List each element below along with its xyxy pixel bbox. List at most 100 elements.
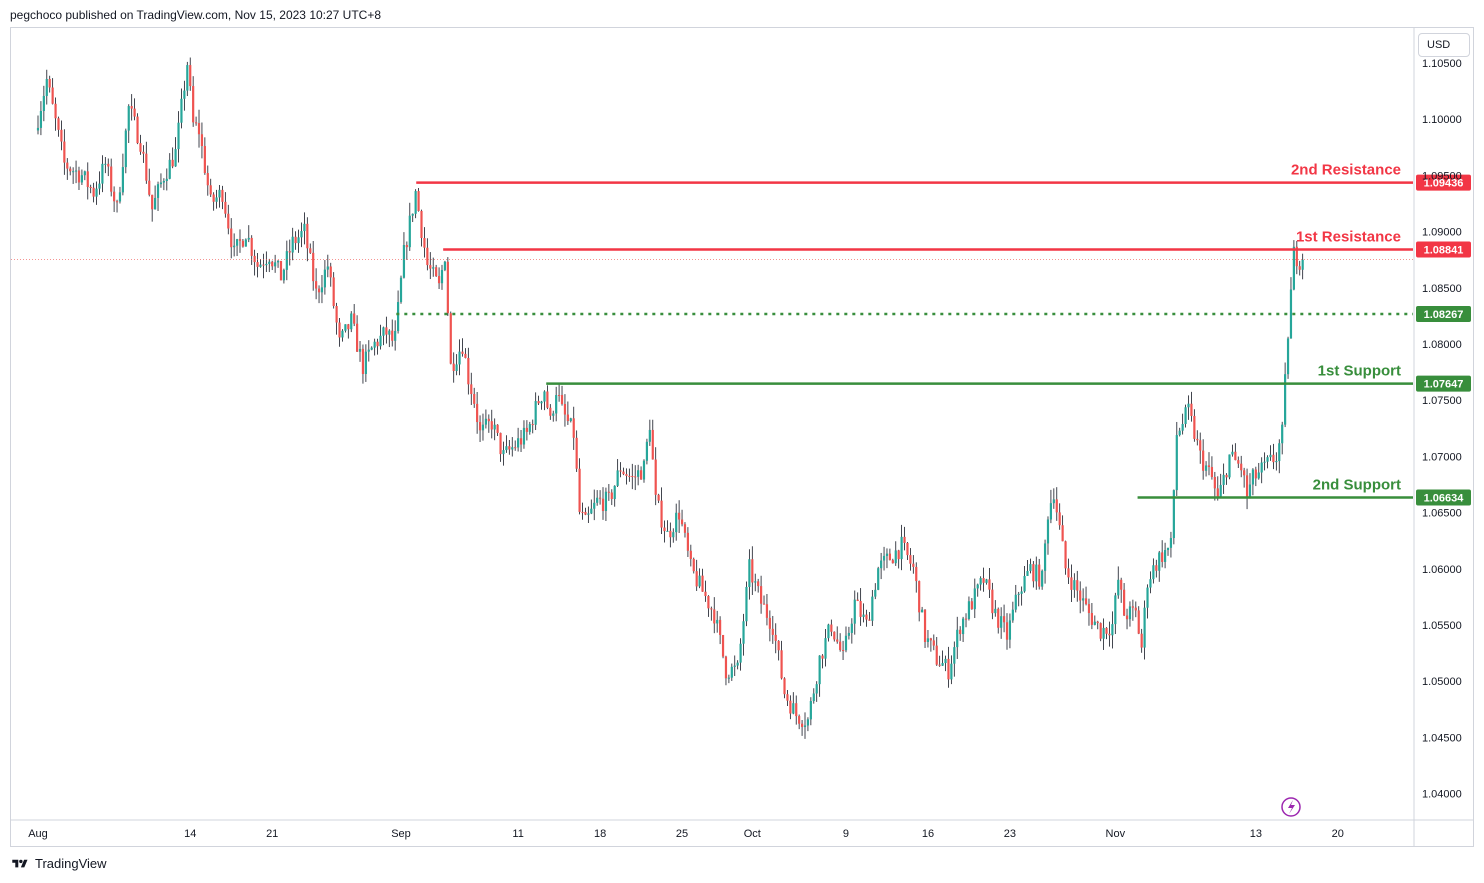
candle-body — [906, 542, 909, 556]
candle-body — [1175, 435, 1178, 491]
candle-body — [174, 149, 177, 167]
candle-body — [616, 470, 619, 486]
candle-body — [502, 450, 505, 455]
candle-body — [519, 438, 523, 445]
candle-body — [276, 260, 280, 263]
candle-body — [598, 497, 602, 499]
candle-body — [1245, 475, 1249, 497]
candle-body — [596, 497, 599, 503]
candle-body — [549, 407, 552, 416]
candle-body — [151, 194, 154, 210]
level-price-tag — [1416, 305, 1471, 322]
candle-body — [74, 170, 78, 172]
candle-body — [654, 459, 657, 495]
candle-body — [1084, 598, 1088, 605]
candle-body — [1222, 474, 1225, 485]
level-price-text: 1.09436 — [1424, 178, 1464, 190]
candle-body — [455, 364, 458, 371]
candle-body — [294, 236, 297, 244]
footer-brand: TradingView — [35, 856, 107, 871]
candle-body — [233, 245, 236, 248]
candle-body — [953, 647, 956, 664]
candle-body — [607, 491, 610, 493]
candle-body — [967, 601, 971, 619]
candle-body — [446, 261, 449, 314]
candle-body — [757, 581, 760, 587]
candle-body — [680, 519, 684, 525]
candle-body — [859, 601, 862, 617]
candle-body — [379, 335, 382, 347]
candle-body — [1269, 454, 1272, 458]
candle-body — [80, 175, 84, 183]
candle-body — [385, 327, 388, 335]
candle-body — [882, 555, 886, 561]
candle-body — [329, 266, 332, 278]
candle-body — [742, 621, 745, 644]
candle-body — [695, 571, 698, 587]
candle-body — [619, 470, 622, 472]
candle-body — [1146, 587, 1149, 608]
candle-body — [183, 90, 186, 99]
candle-body — [625, 474, 628, 476]
candle-body — [189, 65, 192, 87]
candle-body — [865, 614, 868, 620]
candle-body — [1178, 430, 1181, 436]
candle-body — [964, 618, 968, 620]
candle-body — [101, 163, 104, 184]
candle-body — [1199, 440, 1202, 451]
candle-body — [54, 103, 57, 119]
level-price-tag — [1416, 489, 1471, 506]
candle-body — [426, 247, 429, 266]
candle-body — [288, 251, 291, 253]
lightning-icon[interactable] — [1281, 797, 1301, 817]
candle-body — [1190, 403, 1193, 416]
candle-body — [581, 511, 584, 513]
candle-body — [710, 608, 713, 610]
candle-body — [478, 422, 482, 431]
candle-body — [929, 638, 932, 641]
candle-body — [941, 663, 944, 666]
candle-body — [180, 98, 183, 123]
candle-body — [827, 624, 830, 639]
candle-body — [335, 305, 338, 323]
candle-body — [1102, 627, 1105, 639]
candle-body — [1046, 519, 1050, 544]
candle-body — [1181, 423, 1184, 431]
candle-body — [824, 638, 827, 659]
candle-body — [473, 394, 476, 404]
candle-body — [847, 632, 851, 636]
candle-body — [830, 624, 833, 632]
candle-body — [645, 441, 649, 461]
candle-body — [256, 262, 259, 267]
candle-body — [440, 270, 444, 284]
x-tick-label: 16 — [922, 828, 934, 840]
candle-body — [1043, 543, 1047, 571]
candle-body — [1096, 621, 1099, 624]
candle-body — [660, 500, 663, 528]
candle-body — [42, 95, 45, 112]
candle-body — [1128, 606, 1132, 620]
candle-body — [238, 239, 242, 241]
candle-body — [1131, 606, 1134, 608]
candle-body — [1005, 622, 1009, 640]
candle-body — [774, 634, 777, 641]
chart-frame[interactable] — [10, 27, 1474, 847]
candle-body — [604, 491, 608, 512]
candle-body — [815, 684, 818, 694]
candle-body — [800, 723, 804, 727]
candle-body — [399, 277, 403, 303]
y-tick-label: 1.08500 — [1422, 283, 1462, 295]
candle-body — [247, 237, 250, 240]
candle-body — [874, 589, 877, 597]
candle-body — [783, 678, 786, 695]
x-tick-label: 21 — [266, 828, 278, 840]
candle-body — [121, 167, 124, 193]
candle-body — [388, 330, 391, 335]
candle-body — [203, 146, 206, 174]
currency-button[interactable]: USD — [1418, 33, 1470, 57]
candle-body — [663, 527, 666, 532]
candle-body — [959, 629, 962, 635]
candle-body — [812, 693, 815, 702]
candle-body — [724, 656, 728, 679]
